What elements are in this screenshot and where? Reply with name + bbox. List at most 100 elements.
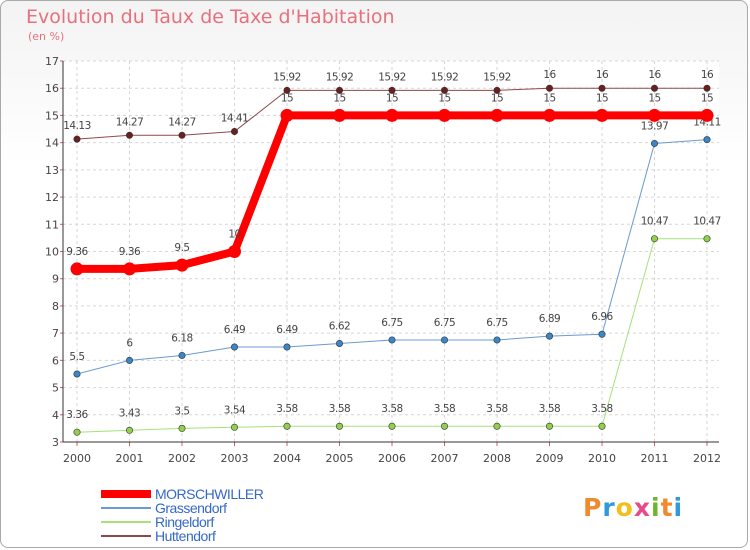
data-label-ringeldorf: 3.58 [591, 403, 612, 415]
data-label-grassendorf: 6.75 [381, 317, 402, 329]
data-label-morschwiller: 15 [648, 92, 660, 104]
data-label-huttendorf: 16 [543, 69, 556, 81]
data-label-grassendorf: 5.5 [69, 351, 84, 363]
data-point-huttendorf [231, 127, 239, 135]
data-label-ringeldorf: 3.58 [329, 403, 350, 415]
data-point-morschwiller [280, 108, 294, 122]
data-point-morschwiller [490, 108, 504, 122]
y-tick-label: 17 [45, 55, 59, 68]
y-tick-label: 4 [52, 409, 59, 422]
data-label-grassendorf: 14.11 [693, 117, 721, 129]
data-label-grassendorf: 6.75 [486, 317, 507, 329]
data-label-ringeldorf: 3.58 [434, 403, 455, 415]
data-point-ringeldorf [388, 422, 396, 430]
x-tick-label: 2004 [273, 452, 301, 465]
data-label-huttendorf: 14.27 [168, 116, 196, 128]
data-label-grassendorf: 6.89 [539, 313, 560, 325]
logo-letter: P [583, 493, 603, 522]
data-label-ringeldorf: 3.36 [66, 409, 88, 421]
logo-letter: i [651, 493, 661, 522]
data-point-ringeldorf [335, 422, 343, 430]
x-tick-label: 2003 [221, 452, 249, 465]
data-point-morschwiller [228, 245, 241, 258]
legend-label-ringeldorf: Ringeldorf [155, 514, 214, 530]
data-point-morschwiller [543, 108, 556, 122]
data-point-grassendorf [703, 136, 711, 144]
data-point-ringeldorf [126, 426, 134, 434]
data-point-morschwiller [175, 258, 189, 272]
y-tick-label: 10 [45, 246, 59, 259]
legend-item-ringeldorf: Ringeldorf [101, 514, 263, 530]
data-point-huttendorf [178, 131, 186, 139]
data-label-ringeldorf: 3.58 [539, 403, 560, 415]
legend-item-huttendorf: Huttendorf [101, 528, 263, 544]
data-point-morschwiller [595, 108, 609, 122]
data-point-grassendorf [440, 336, 448, 344]
data-point-huttendorf [650, 84, 658, 92]
data-point-grassendorf [335, 339, 343, 347]
x-tick-label: 2011 [641, 452, 669, 465]
series-morschwiller: 9.36 9.36 9.5 10 15 15 15 15 15 15 15 15 15 [66, 92, 714, 276]
data-label-ringeldorf: 10.47 [693, 216, 721, 228]
data-label-grassendorf: 6.49 [224, 324, 245, 336]
data-label-grassendorf: 6.18 [171, 332, 192, 344]
data-label-huttendorf: 14.13 [63, 120, 91, 132]
legend-label-huttendorf: Huttendorf [155, 528, 216, 544]
data-point-ringeldorf [650, 235, 658, 243]
data-point-huttendorf [73, 135, 81, 143]
data-point-huttendorf [493, 86, 501, 94]
data-label-morschwiller: 15 [386, 92, 398, 104]
data-label-morschwiller: 15 [701, 92, 713, 104]
data-point-grassendorf [493, 336, 501, 344]
data-label-grassendorf: 6.75 [434, 317, 455, 329]
data-point-huttendorf [440, 86, 448, 94]
data-label-morschwiller: 9.36 [119, 246, 141, 258]
x-tick-label: 2012 [693, 452, 721, 465]
data-point-morschwiller [648, 108, 661, 122]
data-label-morschwiller: 15 [333, 92, 345, 104]
data-point-grassendorf [178, 351, 186, 359]
data-label-ringeldorf: 10.47 [641, 216, 669, 228]
data-label-morschwiller: 9.36 [66, 246, 88, 258]
data-label-ringeldorf: 3.54 [224, 404, 246, 416]
data-point-ringeldorf [231, 423, 239, 431]
data-label-morschwiller: 15 [543, 92, 555, 104]
data-label-huttendorf: 15.92 [378, 71, 406, 83]
data-point-ringeldorf [493, 422, 501, 430]
y-tick-label: 12 [45, 191, 59, 204]
data-point-morschwiller [438, 108, 451, 122]
data-label-morschwiller: 9.5 [174, 242, 189, 254]
data-point-grassendorf [650, 139, 658, 147]
data-point-grassendorf [283, 343, 291, 351]
proxiti-logo: Proxiti [583, 493, 683, 522]
data-point-morschwiller [333, 108, 346, 122]
y-tick-label: 15 [45, 109, 59, 122]
y-tick-label: 16 [45, 82, 59, 95]
data-point-morschwiller [123, 262, 136, 276]
y-tick-label: 13 [45, 164, 59, 177]
data-point-grassendorf [126, 356, 134, 364]
data-point-grassendorf [73, 370, 81, 378]
series-grassendorf: 5.5 6 6.18 6.49 6.49 6.62 6.75 6.75 6.75 6.89 6.96… [69, 117, 721, 378]
x-tick-label: 2002 [168, 452, 196, 465]
data-label-huttendorf: 16 [596, 69, 609, 81]
data-label-grassendorf: 6.96 [591, 311, 613, 323]
data-point-grassendorf [545, 332, 553, 340]
data-label-huttendorf: 14.41 [221, 112, 249, 124]
y-tick-label: 6 [52, 354, 59, 367]
data-label-grassendorf: 6.62 [329, 320, 350, 332]
x-tick-label: 2008 [483, 452, 511, 465]
y-tick-label: 8 [52, 300, 59, 313]
data-label-ringeldorf: 3.43 [119, 407, 140, 419]
legend-swatch-morschwiller [101, 490, 151, 498]
logo-letter: i [673, 493, 684, 522]
data-point-ringeldorf [283, 422, 291, 430]
data-point-morschwiller [70, 262, 84, 276]
legend-label-morschwiller: MORSCHWILLER [155, 486, 264, 502]
data-point-ringeldorf [73, 428, 81, 436]
data-point-huttendorf [126, 131, 134, 139]
data-label-huttendorf: 15.92 [326, 71, 354, 83]
data-point-ringeldorf [178, 424, 186, 432]
series-huttendorf: 14.13 14.27 14.27 14.41 15.92 15.92 15.92 15.92… [63, 69, 714, 143]
